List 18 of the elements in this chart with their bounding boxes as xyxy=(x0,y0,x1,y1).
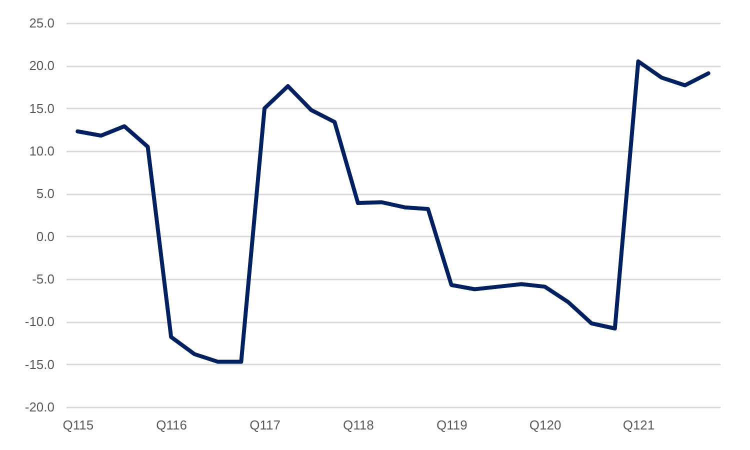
y-tick-label: -15.0 xyxy=(24,356,54,372)
x-tick-label: Q118 xyxy=(343,418,374,432)
x-tick-label: Q119 xyxy=(436,418,468,432)
y-tick-label: -5.0 xyxy=(32,272,54,286)
y-tick-label: -10.0 xyxy=(24,314,54,330)
y-tick-label: -20.0 xyxy=(24,400,54,414)
y-tick-label: 5.0 xyxy=(36,186,54,202)
x-tick-label: Q120 xyxy=(529,418,562,432)
y-tick-label: 15.0 xyxy=(29,100,54,116)
x-tick-label: Q115 xyxy=(62,418,94,432)
y-tick-label: 25.0 xyxy=(29,16,54,30)
y-tick-label: 10.0 xyxy=(29,144,54,158)
x-tick-label: Q121 xyxy=(622,418,655,432)
y-tick-label: 20.0 xyxy=(29,58,54,74)
y-tick-label: 0.0 xyxy=(36,228,54,244)
x-tick-label: Q117 xyxy=(250,418,280,432)
x-tick-label: Q116 xyxy=(156,418,188,432)
line-series xyxy=(76,59,710,364)
